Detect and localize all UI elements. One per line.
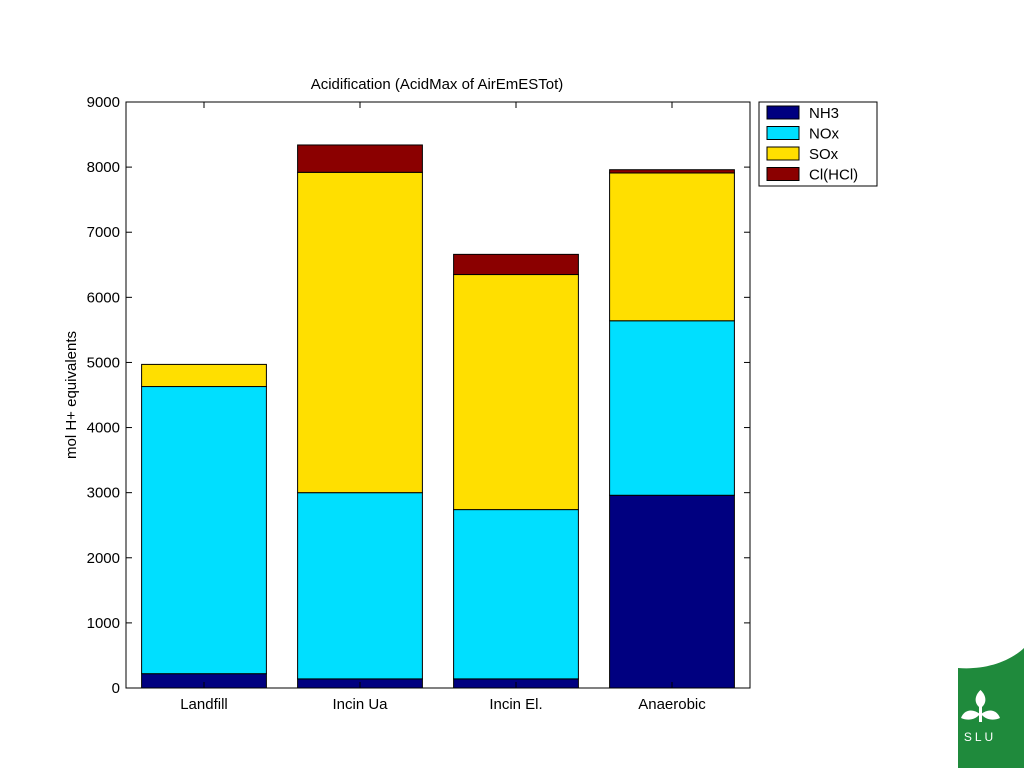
bar-segment-cl-hcl--1 <box>297 144 423 173</box>
bar-segment-nox-0 <box>141 386 267 675</box>
bar-segment-sox-3 <box>609 172 735 322</box>
legend-swatch-2 <box>766 146 800 161</box>
legend-swatch-1 <box>766 126 800 140</box>
legend-label-3: Cl(HCl) <box>809 167 858 184</box>
y-tick-label-8: 8000 <box>87 159 120 176</box>
bar-segment-sox-1 <box>297 171 423 494</box>
legend: NH3 NOx SOx Cl(HCl) <box>758 101 878 187</box>
plot-frame <box>125 101 751 689</box>
y-tick-label-2: 2000 <box>87 550 120 567</box>
bar-segment-cl-hcl--2 <box>453 253 579 276</box>
plant-icon <box>961 690 1000 722</box>
y-axis-label: mol H+ equivalents <box>63 331 80 459</box>
logo-background <box>958 648 1024 768</box>
y-tick-label-6: 6000 <box>87 289 120 306</box>
bar-segment-cl-hcl--3 <box>609 169 735 174</box>
chart-title: Acidification (AcidMax of AirEmESTot) <box>311 76 564 93</box>
legend-label-1: NOx <box>809 126 840 143</box>
axes-group: 0 1000 2000 3000 4000 5000 6000 7000 8000 9000 Lan… <box>87 94 751 713</box>
bar-segment-nox-3 <box>609 320 735 496</box>
y-tick-label-5: 5000 <box>87 354 120 371</box>
x-tick-label-1: Incin Ua <box>332 696 388 713</box>
bar-segment-sox-0 <box>141 363 267 388</box>
bar-segment-sox-2 <box>453 274 579 511</box>
y-tick-label-1: 1000 <box>87 615 120 632</box>
bars-group <box>141 144 735 689</box>
y-tick-label-9: 9000 <box>87 94 120 111</box>
legend-swatch-0 <box>766 105 800 120</box>
x-tick-label-2: Incin El. <box>489 696 542 713</box>
bar-segment-nox-1 <box>297 492 423 680</box>
bar-segment-nh3-3 <box>609 494 735 689</box>
legend-swatch-3 <box>766 167 800 181</box>
y-tick-label-3: 3000 <box>87 485 120 502</box>
bar-segment-nox-2 <box>453 509 579 680</box>
legend-label-2: SOx <box>809 146 839 163</box>
y-tick-label-4: 4000 <box>87 420 120 437</box>
y-tick-label-0: 0 <box>112 680 120 697</box>
logo-text: SLU <box>964 730 996 744</box>
slu-logo: SLU <box>958 648 1024 768</box>
x-tick-label-3: Anaerobic <box>638 696 706 713</box>
x-tick-label-0: Landfill <box>180 696 228 713</box>
y-tick-label-7: 7000 <box>87 224 120 241</box>
legend-label-0: NH3 <box>809 105 839 122</box>
